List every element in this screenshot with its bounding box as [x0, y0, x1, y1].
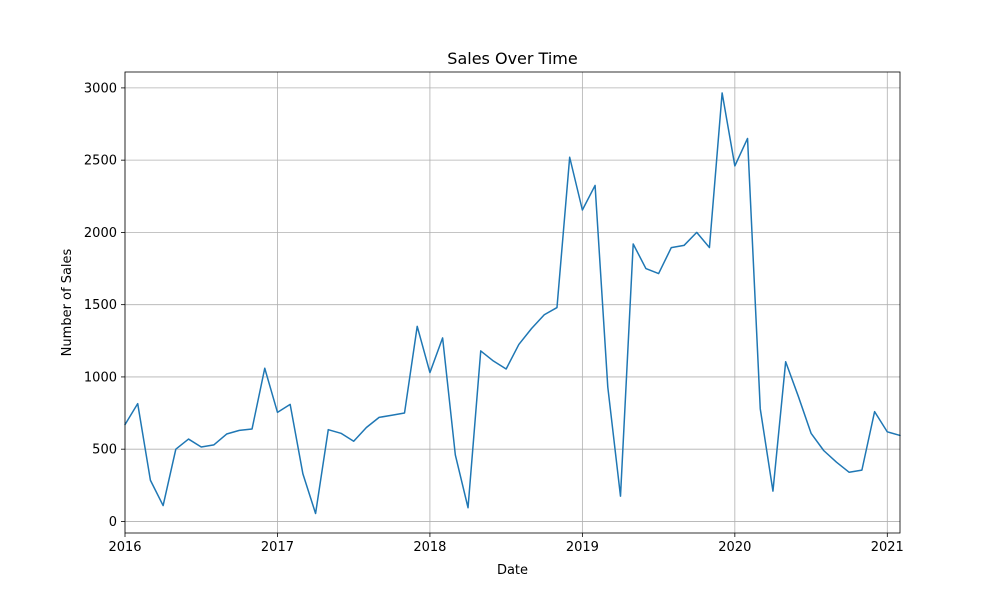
sales-series-line: [124, 92, 901, 515]
x-axis: 2016 2017 2018 2019 2020 2021: [108, 533, 904, 555]
y-tick-label: 2000: [84, 226, 117, 241]
y-tick-label: 1500: [84, 298, 117, 313]
y-tick-label: 0: [109, 515, 117, 530]
chart-title: Sales Over Time: [447, 49, 577, 68]
grid: [124, 72, 900, 533]
y-tick-label: 500: [92, 443, 117, 458]
y-tick-label: 3000: [84, 81, 117, 96]
y-tick-label: 1000: [84, 370, 117, 385]
x-tick-label: 2017: [261, 540, 294, 555]
y-axis-label: Number of Sales: [60, 248, 75, 356]
x-axis-label: Date: [497, 563, 528, 578]
x-tick-label: 2021: [871, 540, 904, 555]
y-axis: 0 500 1000 1500 2000 2500 3000: [84, 81, 125, 530]
x-tick-label: 2018: [413, 540, 446, 555]
plot-frame: [124, 71, 901, 534]
y-tick-label: 2500: [84, 154, 117, 169]
x-tick-label: 2016: [108, 540, 141, 555]
x-tick-label: 2020: [718, 540, 751, 555]
series-layer: [124, 92, 901, 515]
x-tick-label: 2019: [566, 540, 599, 555]
